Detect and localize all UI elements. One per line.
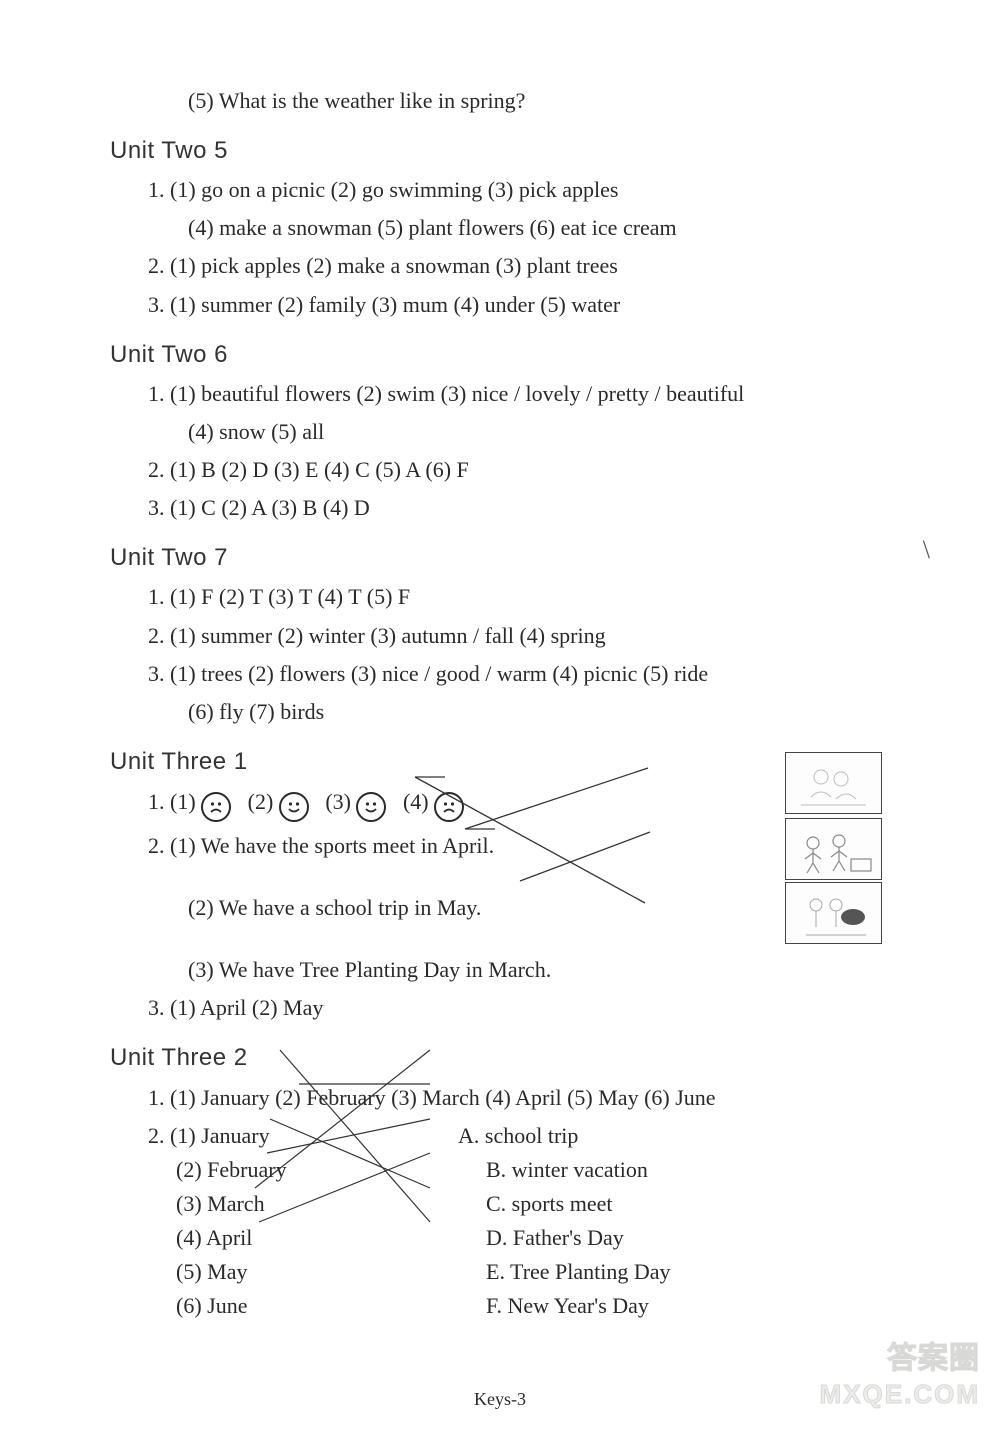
match-right: F. New Year's Day <box>486 1289 649 1323</box>
activity-image <box>785 818 882 880</box>
u27-q1: 1. (1) F (2) T (3) T (4) T (5) F <box>148 580 890 614</box>
match-left: (4) April <box>176 1221 336 1255</box>
u31-q2a: 2. (1) We have the sports meet in April. <box>148 829 890 863</box>
unit-three-1-title: Unit Three 1 <box>110 743 890 780</box>
match-right: C. sports meet <box>486 1187 613 1221</box>
match-left: (3) March <box>176 1187 336 1221</box>
u25-q3: 3. (1) summer (2) family (3) mum (4) und… <box>148 288 890 322</box>
match-right: D. Father's Day <box>486 1221 624 1255</box>
u31-q1: 1. (1) (2) (3) (4) <box>148 784 890 819</box>
u31-q3: 3. (1) April (2) May <box>148 991 890 1025</box>
u27-q3b: (6) fly (7) birds <box>188 695 890 729</box>
u27-q2: 2. (1) summer (2) winter (3) autumn / fa… <box>148 619 890 653</box>
u32-q1: 1. (1) January (2) February (3) March (4… <box>148 1081 890 1115</box>
u25-q1: 1. (1) go on a picnic (2) go swimming (3… <box>148 173 890 207</box>
match-left: 2. (1) January <box>148 1119 308 1153</box>
match-left: (6) June <box>176 1289 336 1323</box>
watermark-en: MXQE.COM <box>820 1374 980 1414</box>
unit-three-2-title: Unit Three 2 <box>110 1039 890 1076</box>
face-icon <box>279 792 309 822</box>
face-icon <box>356 792 386 822</box>
top-line: (5) What is the weather like in spring? <box>188 84 890 118</box>
match-right: B. winter vacation <box>486 1153 648 1187</box>
unit-two-5-title: Unit Two 5 <box>110 132 890 169</box>
face-icon <box>434 792 464 822</box>
u25-q2: 2. (1) pick apples (2) make a snowman (3… <box>148 249 890 283</box>
u31-q2c: (3) We have Tree Planting Day in March. <box>188 953 890 987</box>
u26-q3: 3. (1) C (2) A (3) B (4) D <box>148 491 890 525</box>
match-left: (5) May <box>176 1255 336 1289</box>
page: (5) What is the weather like in spring? … <box>0 0 1000 1432</box>
face-icon <box>201 792 231 822</box>
activity-image <box>785 882 882 944</box>
u26-q1: 1. (1) beautiful flowers (2) swim (3) ni… <box>148 377 890 411</box>
u27-q3: 3. (1) trees (2) flowers (3) nice / good… <box>148 657 890 691</box>
stray-mark: \ <box>923 530 930 570</box>
u26-q2: 2. (1) B (2) D (3) E (4) C (5) A (6) F <box>148 453 890 487</box>
activity-image <box>785 752 882 814</box>
unit-two-7-title: Unit Two 7 <box>110 539 890 576</box>
u32-match-block: 2. (1) January A. school trip (2) February… <box>148 1119 890 1324</box>
match-right: E. Tree Planting Day <box>486 1255 671 1289</box>
u26-q1b: (4) snow (5) all <box>188 415 890 449</box>
match-right: A. school trip <box>458 1119 578 1153</box>
match-left: (2) February <box>176 1153 336 1187</box>
u25-q1b: (4) make a snowman (5) plant flowers (6)… <box>188 211 890 245</box>
unit-two-6-title: Unit Two 6 <box>110 336 890 373</box>
